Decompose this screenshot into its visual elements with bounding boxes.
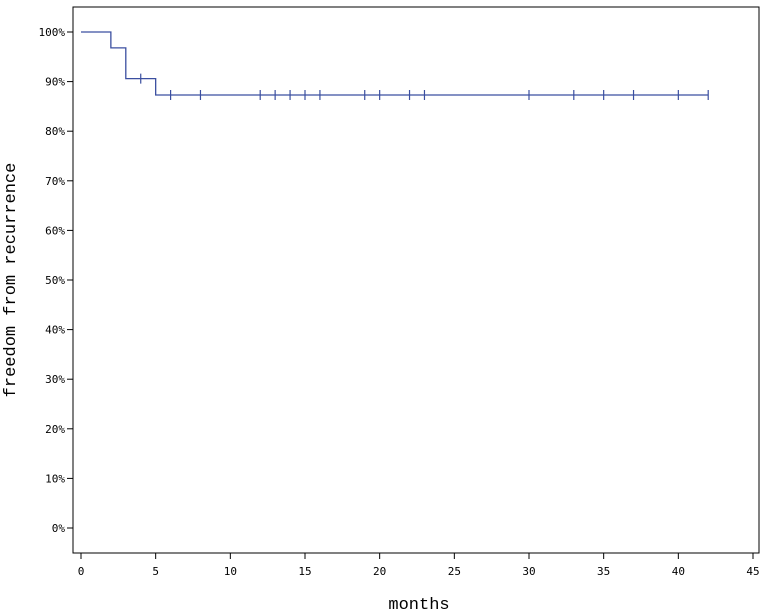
x-tick-label: 0 bbox=[78, 565, 85, 578]
y-tick-label: 50% bbox=[45, 274, 65, 287]
y-tick-label: 100% bbox=[39, 26, 66, 39]
y-tick-label: 60% bbox=[45, 224, 65, 237]
x-tick-label: 20 bbox=[373, 565, 386, 578]
x-tick-label: 15 bbox=[298, 565, 311, 578]
y-tick-label: 40% bbox=[45, 324, 65, 337]
x-tick-label: 45 bbox=[746, 565, 759, 578]
y-axis-label: freedom from recurrence bbox=[2, 163, 21, 398]
x-tick-label: 40 bbox=[672, 565, 685, 578]
x-axis-label: months bbox=[388, 596, 449, 612]
y-axis: 0% 10% 20% 30% 40% 50% 60% 70% 80% 90% 100% bbox=[39, 26, 73, 535]
survival-step-line bbox=[81, 31, 709, 96]
x-tick-label: 5 bbox=[152, 565, 159, 578]
y-tick-label: 20% bbox=[45, 423, 65, 436]
x-tick-label: 10 bbox=[224, 565, 237, 578]
x-axis: 0 5 10 15 20 25 30 35 40 45 bbox=[78, 553, 760, 578]
x-tick-label: 25 bbox=[448, 565, 461, 578]
y-tick-label: 70% bbox=[45, 175, 65, 188]
plot-frame bbox=[72, 6, 760, 554]
y-tick-label: 30% bbox=[45, 373, 65, 386]
y-tick-label: 10% bbox=[45, 472, 65, 485]
series-layer bbox=[81, 31, 709, 100]
y-tick-label: 90% bbox=[45, 76, 65, 89]
y-tick-label: 0% bbox=[52, 522, 66, 535]
x-tick-label: 30 bbox=[522, 565, 535, 578]
x-tick-label: 35 bbox=[597, 565, 610, 578]
y-tick-label: 80% bbox=[45, 125, 65, 138]
